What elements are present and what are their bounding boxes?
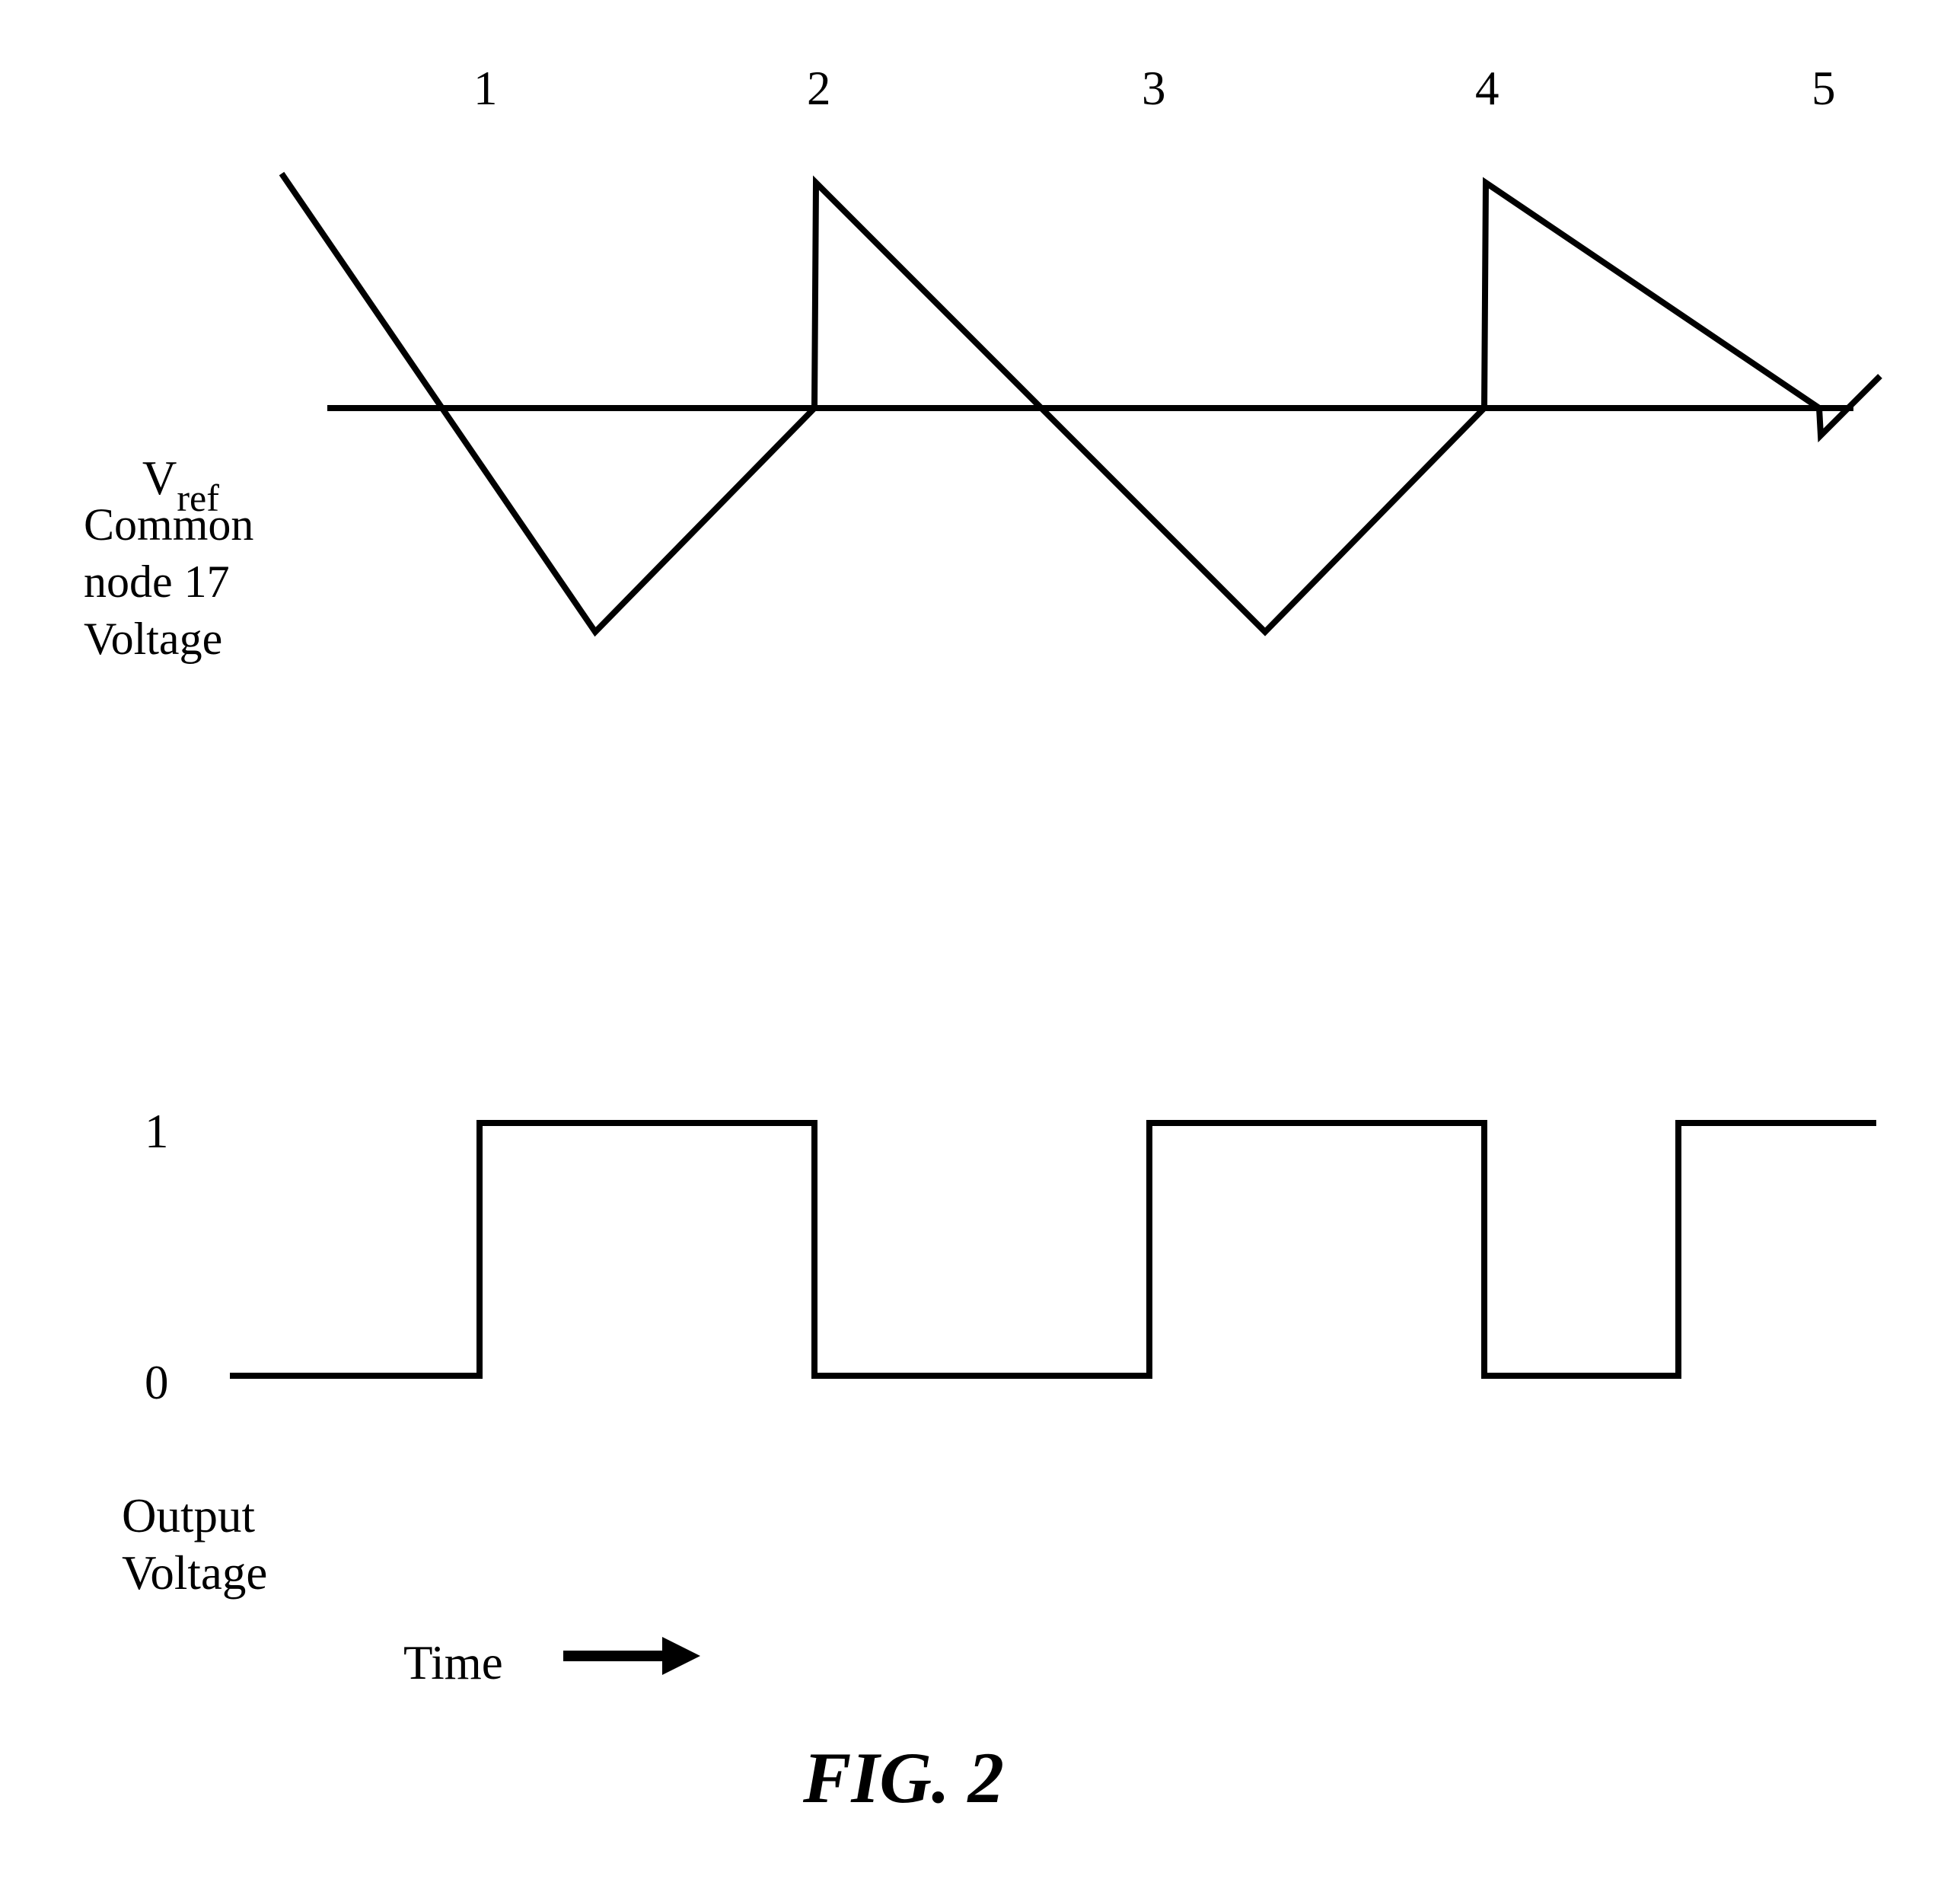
time-arrow-head: [662, 1637, 700, 1675]
top-waveform: [282, 174, 1880, 632]
diagram-svg: [0, 0, 1960, 1879]
figure-container: 1 2 3 4 5 Vref Common node 17 Voltage 1 …: [0, 0, 1960, 1879]
bottom-waveform: [230, 1123, 1876, 1376]
